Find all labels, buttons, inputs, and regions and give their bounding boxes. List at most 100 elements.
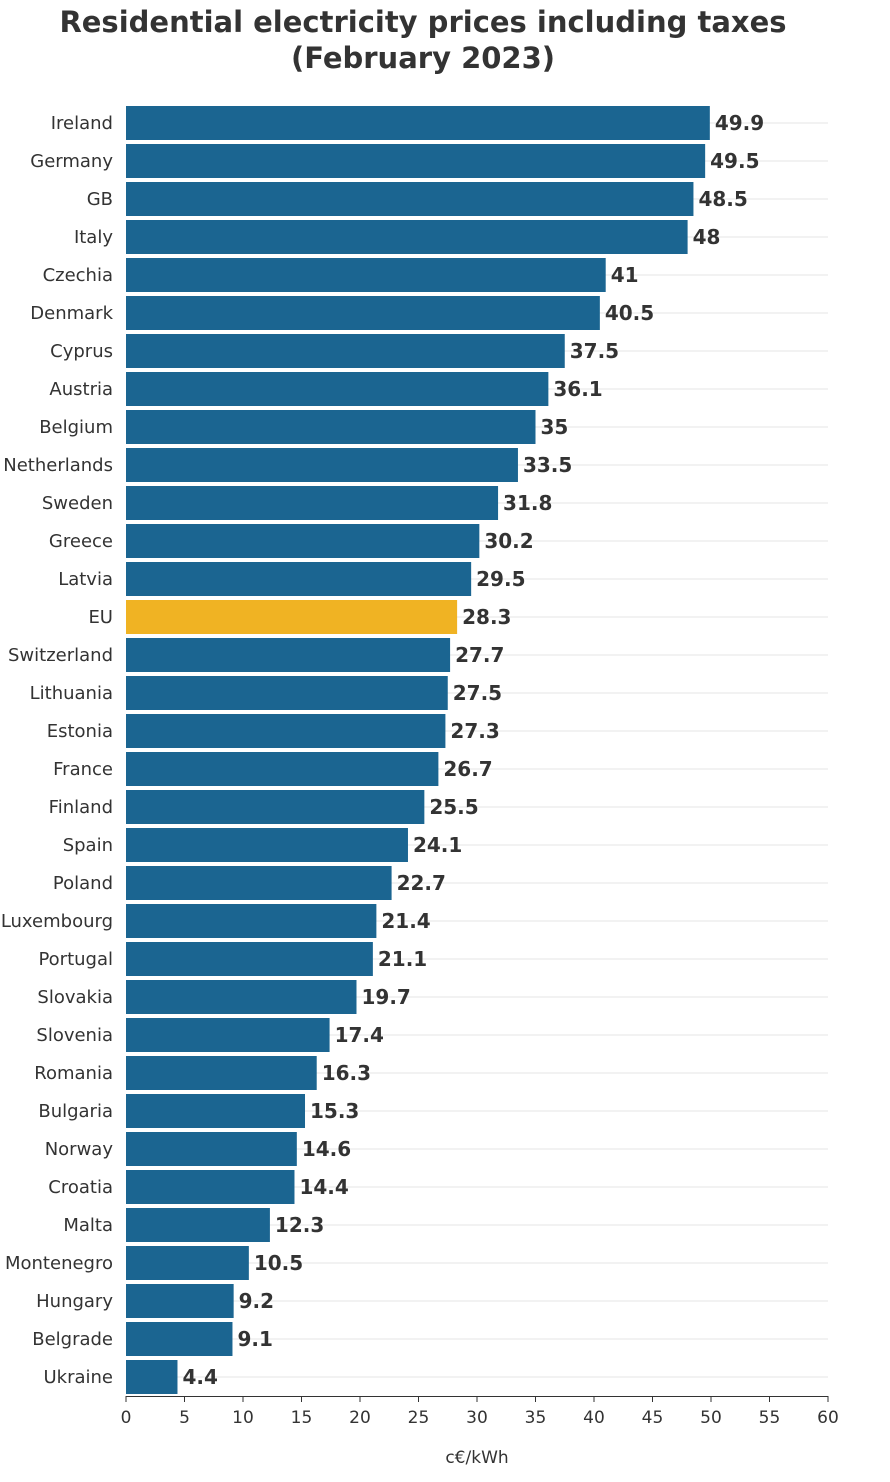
x-tick-label: 0 xyxy=(121,1408,132,1428)
value-label-portugal: 21.1 xyxy=(378,947,427,971)
bar-gb xyxy=(126,182,694,216)
category-label-estonia: Estonia xyxy=(47,721,113,742)
category-label-norway: Norway xyxy=(45,1139,114,1160)
bar-austria xyxy=(126,372,549,406)
category-label-spain: Spain xyxy=(63,835,113,856)
value-label-poland: 22.7 xyxy=(397,871,446,895)
category-label-italy: Italy xyxy=(74,227,113,248)
x-tick-label: 20 xyxy=(349,1408,371,1428)
bar-norway xyxy=(126,1132,297,1166)
category-label-gb: GB xyxy=(87,189,113,210)
value-label-slovenia: 17.4 xyxy=(335,1023,384,1047)
x-axis-title: c€/kWh xyxy=(445,1448,508,1468)
bar-ukraine xyxy=(126,1360,178,1394)
x-tick-label: 50 xyxy=(700,1408,722,1428)
value-label-spain: 24.1 xyxy=(413,833,462,857)
bar-germany xyxy=(126,144,706,178)
bar-montenegro xyxy=(126,1246,249,1280)
category-label-sweden: Sweden xyxy=(42,493,113,514)
value-labels: 49.9 49.5 48.5 48 41 40.5 37.5 36.1 35 33.5 31.8 30… xyxy=(182,111,764,1389)
x-tick-label: 60 xyxy=(817,1408,839,1428)
bar-denmark xyxy=(126,296,600,330)
value-label-switzerland: 27.7 xyxy=(455,643,504,667)
category-label-cyprus: Cyprus xyxy=(50,341,113,362)
category-label-romania: Romania xyxy=(34,1063,113,1084)
bar-poland xyxy=(126,866,392,900)
value-label-bulgaria: 15.3 xyxy=(310,1099,359,1123)
x-tick-label: 55 xyxy=(759,1408,781,1428)
value-label-denmark: 40.5 xyxy=(605,301,654,325)
category-label-croatia: Croatia xyxy=(48,1177,113,1198)
category-label-malta: Malta xyxy=(63,1215,113,1236)
value-label-norway: 14.6 xyxy=(302,1137,351,1161)
x-tick-label: 45 xyxy=(642,1408,664,1428)
value-label-hungary: 9.2 xyxy=(239,1289,274,1313)
category-label-poland: Poland xyxy=(53,873,113,894)
bar-slovakia xyxy=(126,980,357,1014)
bar-croatia xyxy=(126,1170,295,1204)
x-tick-label: 40 xyxy=(583,1408,605,1428)
bar-lithuania xyxy=(126,676,448,710)
category-label-austria: Austria xyxy=(49,379,113,400)
value-label-germany: 49.5 xyxy=(710,149,759,173)
category-label-slovakia: Slovakia xyxy=(37,987,113,1008)
category-label-switzerland: Switzerland xyxy=(8,645,113,666)
bars xyxy=(126,106,710,1394)
value-label-austria: 36.1 xyxy=(553,377,602,401)
bar-romania xyxy=(126,1056,317,1090)
value-label-montenegro: 10.5 xyxy=(254,1251,303,1275)
bar-switzerland xyxy=(126,638,451,672)
value-label-malta: 12.3 xyxy=(275,1213,324,1237)
category-label-czechia: Czechia xyxy=(43,265,113,286)
category-label-belgium: Belgium xyxy=(39,417,113,438)
bar-malta xyxy=(126,1208,270,1242)
category-label-finland: Finland xyxy=(49,797,113,818)
x-tick-label: 10 xyxy=(232,1408,254,1428)
value-label-latvia: 29.5 xyxy=(476,567,525,591)
bar-belgium xyxy=(126,410,536,444)
category-label-montenegro: Montenegro xyxy=(5,1253,113,1274)
bar-spain xyxy=(126,828,408,862)
value-label-romania: 16.3 xyxy=(322,1061,371,1085)
category-label-france: France xyxy=(53,759,113,780)
category-label-denmark: Denmark xyxy=(30,303,113,324)
category-label-portugal: Portugal xyxy=(38,949,113,970)
bar-netherlands xyxy=(126,448,518,482)
value-label-belgium: 35 xyxy=(541,415,569,439)
bar-finland xyxy=(126,790,425,824)
x-tick-label: 25 xyxy=(408,1408,430,1428)
bar-luxembourg xyxy=(126,904,377,938)
bar-greece xyxy=(126,524,480,558)
bar-sweden xyxy=(126,486,499,520)
value-label-eu: 28.3 xyxy=(462,605,511,629)
x-tick-label: 5 xyxy=(179,1408,190,1428)
category-label-hungary: Hungary xyxy=(36,1291,113,1312)
x-tick-label: 35 xyxy=(525,1408,547,1428)
category-label-netherlands: Netherlands xyxy=(3,455,113,476)
x-axis-ticks: 0 5 10 15 20 25 30 35 40 45 50 55 60 xyxy=(121,1396,839,1428)
value-label-luxembourg: 21.4 xyxy=(381,909,430,933)
value-label-estonia: 27.3 xyxy=(450,719,499,743)
x-tick-label: 15 xyxy=(291,1408,313,1428)
category-label-luxembourg: Luxembourg xyxy=(1,911,113,932)
category-label-belgrade: Belgrade xyxy=(32,1329,113,1350)
value-label-ukraine: 4.4 xyxy=(182,1365,217,1389)
value-label-italy: 48 xyxy=(693,225,721,249)
bar-slovenia xyxy=(126,1018,330,1052)
value-label-czechia: 41 xyxy=(611,263,639,287)
value-label-france: 26.7 xyxy=(443,757,492,781)
bar-italy xyxy=(126,220,688,254)
value-label-sweden: 31.8 xyxy=(503,491,552,515)
value-label-croatia: 14.4 xyxy=(299,1175,348,1199)
bar-portugal xyxy=(126,942,373,976)
chart-title: Residential electricity prices including… xyxy=(59,5,787,75)
value-label-belgrade: 9.1 xyxy=(237,1327,272,1351)
value-label-greece: 30.2 xyxy=(484,529,533,553)
value-label-ireland: 49.9 xyxy=(715,111,764,135)
bar-latvia xyxy=(126,562,472,596)
value-label-gb: 48.5 xyxy=(698,187,747,211)
category-label-ireland: Ireland xyxy=(51,113,113,134)
category-label-germany: Germany xyxy=(30,151,113,172)
category-label-latvia: Latvia xyxy=(58,569,113,590)
